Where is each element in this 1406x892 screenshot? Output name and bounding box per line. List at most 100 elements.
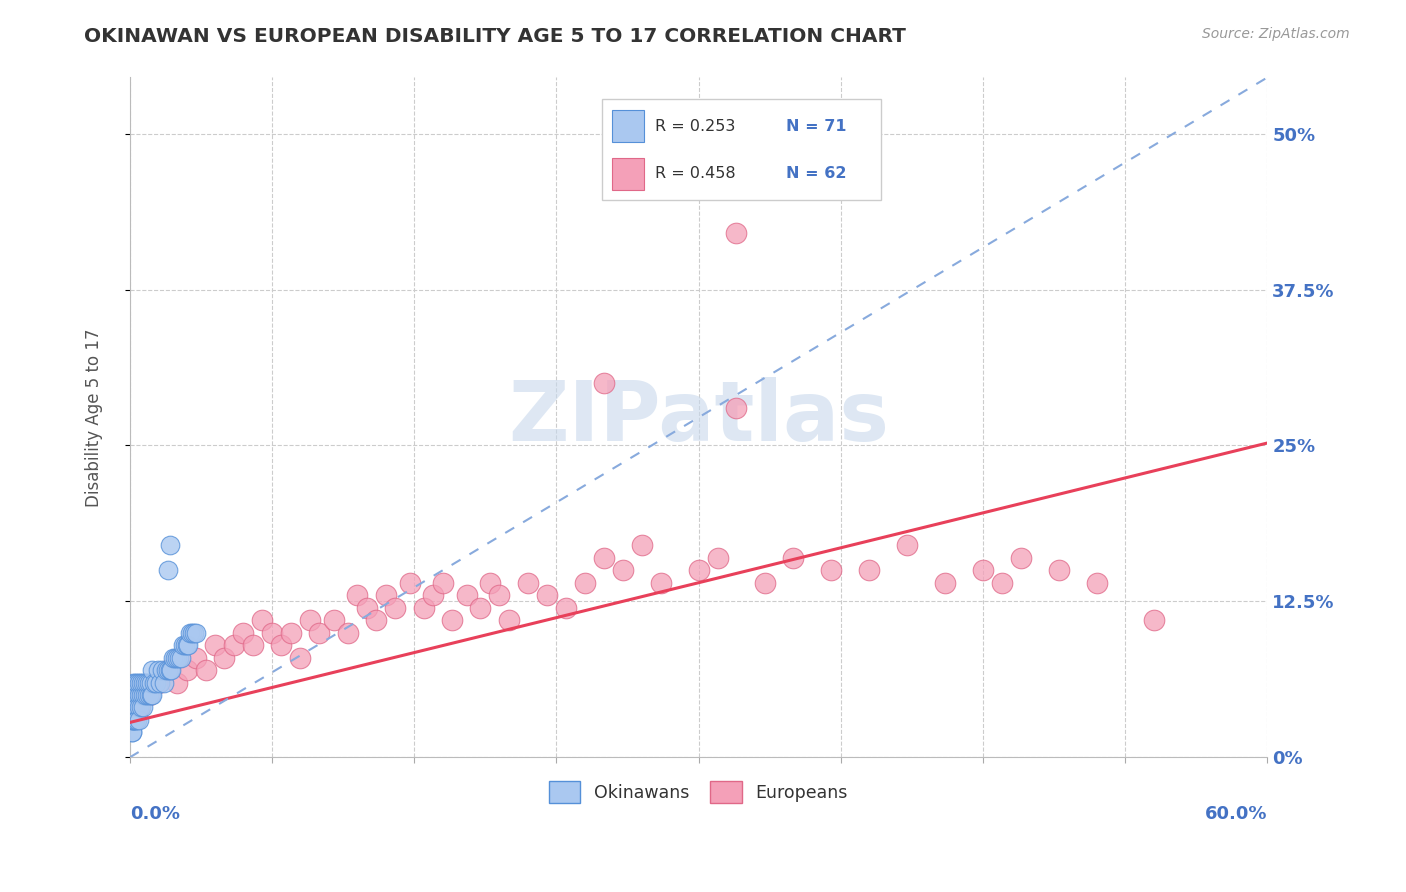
Point	[162, 650, 184, 665]
Point	[184, 625, 207, 640]
Point	[1085, 575, 1108, 590]
Point	[308, 625, 330, 640]
Point	[934, 575, 956, 590]
Point	[194, 663, 217, 677]
Point	[127, 713, 149, 727]
Point	[165, 650, 187, 665]
Point	[222, 638, 245, 652]
Point	[170, 650, 193, 665]
Point	[270, 638, 292, 652]
Point	[214, 650, 236, 665]
Point	[160, 663, 183, 677]
Text: OKINAWAN VS EUROPEAN DISABILITY AGE 5 TO 17 CORRELATION CHART: OKINAWAN VS EUROPEAN DISABILITY AGE 5 TO…	[84, 27, 907, 45]
Point	[1010, 550, 1032, 565]
Point	[132, 675, 155, 690]
Point	[153, 675, 176, 690]
Point	[574, 575, 596, 590]
Point	[412, 600, 434, 615]
Point	[143, 675, 166, 690]
Point	[124, 713, 146, 727]
Point	[1143, 613, 1166, 627]
Point	[592, 550, 614, 565]
Point	[122, 713, 145, 727]
Point	[725, 401, 748, 415]
Point	[612, 563, 634, 577]
Point	[280, 625, 302, 640]
Point	[441, 613, 464, 627]
Point	[145, 675, 167, 690]
Point	[127, 700, 149, 714]
Point	[688, 563, 710, 577]
Point	[754, 575, 776, 590]
Point	[122, 700, 145, 714]
Point	[129, 700, 152, 714]
Point	[470, 600, 492, 615]
Point	[782, 550, 804, 565]
Point	[121, 700, 143, 714]
Point	[498, 613, 520, 627]
Point	[128, 700, 150, 714]
Point	[252, 613, 274, 627]
Point	[124, 688, 146, 702]
Point	[858, 563, 880, 577]
Point	[149, 675, 172, 690]
Point	[991, 575, 1014, 590]
Point	[176, 663, 198, 677]
Point	[156, 663, 179, 677]
Point	[141, 688, 163, 702]
Point	[146, 675, 169, 690]
Point	[181, 625, 204, 640]
Point	[356, 600, 378, 615]
Text: 0.0%: 0.0%	[129, 805, 180, 823]
Point	[122, 688, 145, 702]
Point	[150, 663, 173, 677]
Point	[346, 588, 368, 602]
Point	[122, 688, 145, 702]
Y-axis label: Disability Age 5 to 17: Disability Age 5 to 17	[86, 328, 103, 507]
Text: ZIPatlas: ZIPatlas	[508, 377, 889, 458]
Point	[167, 650, 190, 665]
Point	[132, 688, 155, 702]
Point	[127, 675, 149, 690]
Point	[366, 613, 388, 627]
Point	[155, 663, 177, 677]
Point	[422, 588, 444, 602]
Point	[135, 688, 157, 702]
Point	[124, 713, 146, 727]
Point	[374, 588, 396, 602]
Point	[139, 688, 162, 702]
Point	[972, 563, 994, 577]
Point	[384, 600, 406, 615]
Point	[177, 638, 200, 652]
Point	[166, 675, 188, 690]
Point	[121, 725, 143, 739]
Point	[121, 700, 143, 714]
Point	[820, 563, 842, 577]
Point	[432, 575, 454, 590]
Point	[1047, 563, 1070, 577]
Point	[260, 625, 283, 640]
Point	[139, 675, 162, 690]
Point	[141, 663, 163, 677]
Point	[184, 650, 207, 665]
Point	[706, 550, 728, 565]
Point	[121, 700, 143, 714]
Point	[129, 688, 152, 702]
Point	[156, 663, 179, 677]
Point	[298, 613, 321, 627]
Point	[128, 713, 150, 727]
Point	[122, 700, 145, 714]
Point	[121, 688, 143, 702]
Point	[138, 675, 160, 690]
Point	[290, 650, 312, 665]
Point	[134, 688, 156, 702]
Text: 60.0%: 60.0%	[1205, 805, 1267, 823]
Point	[554, 600, 576, 615]
Point	[128, 675, 150, 690]
Point	[516, 575, 538, 590]
Point	[399, 575, 422, 590]
Point	[146, 663, 169, 677]
Point	[488, 588, 510, 602]
Point	[128, 700, 150, 714]
Point	[132, 700, 155, 714]
